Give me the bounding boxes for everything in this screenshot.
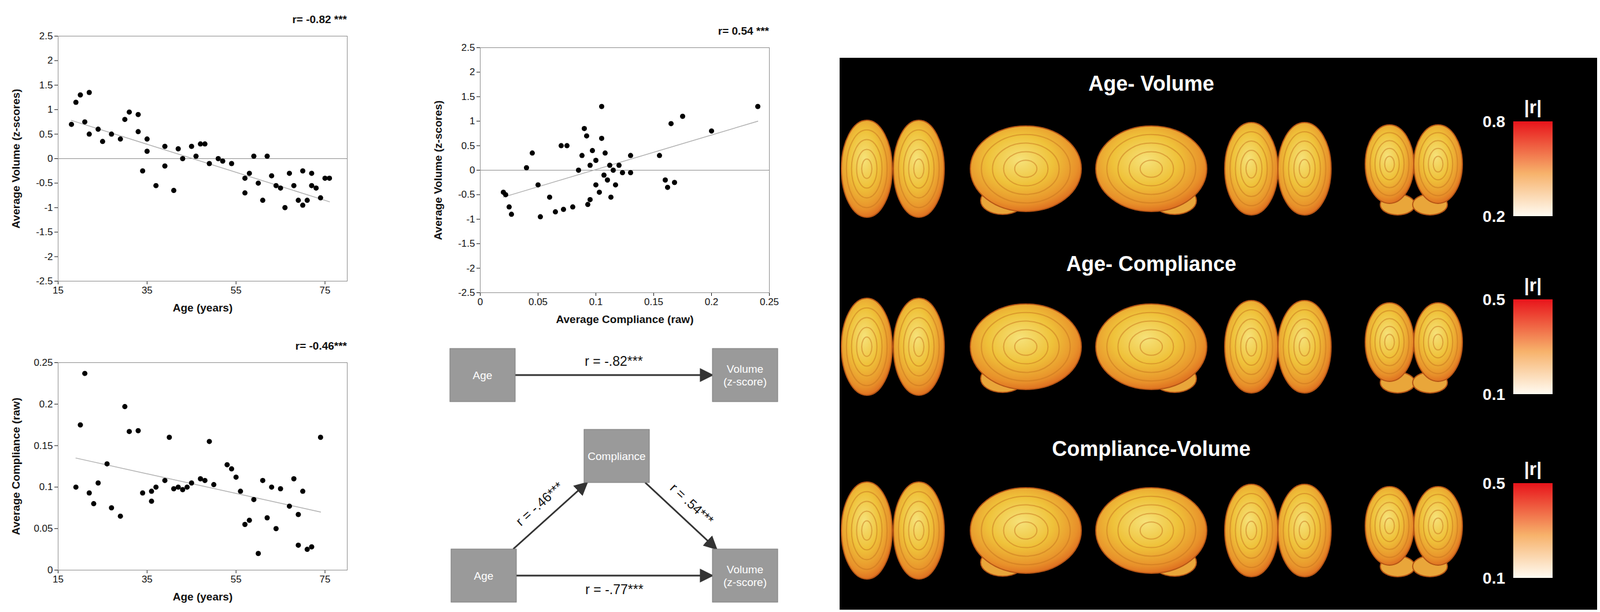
svg-text:0: 0: [47, 153, 53, 165]
svg-text:-1: -1: [466, 213, 475, 225]
svg-text:15: 15: [52, 285, 64, 297]
svg-text:-2: -2: [466, 263, 475, 275]
svg-text:(z-score): (z-score): [723, 576, 767, 589]
svg-text:15: 15: [52, 574, 64, 586]
svg-text:35: 35: [141, 285, 153, 297]
svg-text:-2.5: -2.5: [457, 287, 475, 299]
svg-text:-1.5: -1.5: [457, 238, 475, 250]
svg-text:0.15: 0.15: [644, 296, 664, 308]
svg-text:Average Volume (z-scores): Average Volume (z-scores): [9, 89, 22, 229]
svg-text:r = -.77***: r = -.77***: [585, 582, 644, 598]
svg-text:Compliance: Compliance: [587, 450, 646, 463]
svg-text:75: 75: [319, 574, 331, 586]
svg-text:r = -.82***: r = -.82***: [584, 353, 643, 369]
svg-text:0.25: 0.25: [33, 357, 53, 369]
html-text:r= 0.54 ***: r= 0.54 ***: [718, 24, 770, 38]
svg-text:-1: -1: [43, 202, 53, 214]
svg-text:2: 2: [469, 66, 475, 78]
svg-text:Age- Compliance: Age- Compliance: [1066, 252, 1237, 276]
svg-text:0: 0: [47, 564, 53, 576]
svg-text:0.25: 0.25: [759, 296, 779, 308]
svg-text:Age: Age: [473, 369, 493, 382]
svg-text:0.15: 0.15: [33, 440, 53, 452]
svg-text:75: 75: [319, 285, 331, 297]
svg-text:55: 55: [230, 574, 242, 586]
svg-text:0.5: 0.5: [39, 128, 54, 140]
svg-text:|r|: |r|: [1524, 96, 1542, 118]
svg-text:r = -.46***: r = -.46***: [512, 478, 567, 529]
svg-text:1.5: 1.5: [461, 91, 476, 103]
svg-text:Average Compliance (raw): Average Compliance (raw): [556, 313, 694, 326]
svg-text:55: 55: [230, 285, 242, 297]
svg-text:0.5: 0.5: [461, 140, 476, 152]
svg-text:1: 1: [469, 115, 475, 127]
svg-text:Average Compliance (raw): Average Compliance (raw): [9, 397, 22, 536]
svg-text:Average Volume (z-scores): Average Volume (z-scores): [431, 100, 445, 241]
svg-text:0.2: 0.2: [1482, 207, 1506, 226]
svg-text:Age (years): Age (years): [172, 301, 234, 314]
svg-text:0.1: 0.1: [1482, 569, 1506, 588]
svg-text:-1.5: -1.5: [35, 226, 53, 238]
svg-text:|r|: |r|: [1524, 458, 1542, 480]
svg-text:0.2: 0.2: [704, 296, 719, 308]
svg-text:0.1: 0.1: [39, 481, 54, 493]
svg-text:-0.5: -0.5: [457, 189, 475, 201]
svg-text:0.05: 0.05: [33, 523, 53, 535]
svg-text:-2.5: -2.5: [35, 275, 53, 287]
svg-text:Age- Volume: Age- Volume: [1088, 71, 1214, 96]
svg-text:2.5: 2.5: [461, 42, 476, 54]
svg-text:0.1: 0.1: [1482, 385, 1506, 404]
svg-text:2: 2: [47, 54, 53, 66]
svg-text:0.05: 0.05: [528, 296, 548, 308]
svg-text:(z-score): (z-score): [723, 375, 767, 389]
html-text:r= -0.46***: r= -0.46***: [295, 340, 347, 353]
svg-text:Age: Age: [474, 570, 494, 583]
html-text:r= -0.82 ***: r= -0.82 ***: [292, 13, 347, 26]
svg-text:|r|: |r|: [1524, 274, 1542, 296]
svg-text:Age (years): Age (years): [172, 590, 234, 604]
svg-text:0: 0: [477, 296, 483, 308]
svg-text:Volume: Volume: [726, 563, 764, 576]
svg-text:1: 1: [47, 104, 53, 116]
svg-text:0.1: 0.1: [589, 296, 604, 308]
svg-text:0.5: 0.5: [1482, 290, 1506, 309]
svg-text:2.5: 2.5: [39, 30, 54, 42]
svg-text:1.5: 1.5: [39, 79, 54, 91]
svg-text:0.2: 0.2: [39, 398, 54, 410]
svg-text:Volume: Volume: [726, 363, 764, 376]
svg-text:r = .54***: r = .54***: [667, 480, 718, 528]
svg-text:0.5: 0.5: [1482, 474, 1506, 493]
svg-text:-0.5: -0.5: [35, 177, 53, 189]
svg-text:35: 35: [141, 574, 153, 586]
svg-text:0: 0: [469, 164, 475, 176]
svg-text:0.8: 0.8: [1482, 112, 1506, 131]
svg-text:Compliance-Volume: Compliance-Volume: [1051, 437, 1251, 461]
svg-text:-2: -2: [43, 251, 53, 263]
